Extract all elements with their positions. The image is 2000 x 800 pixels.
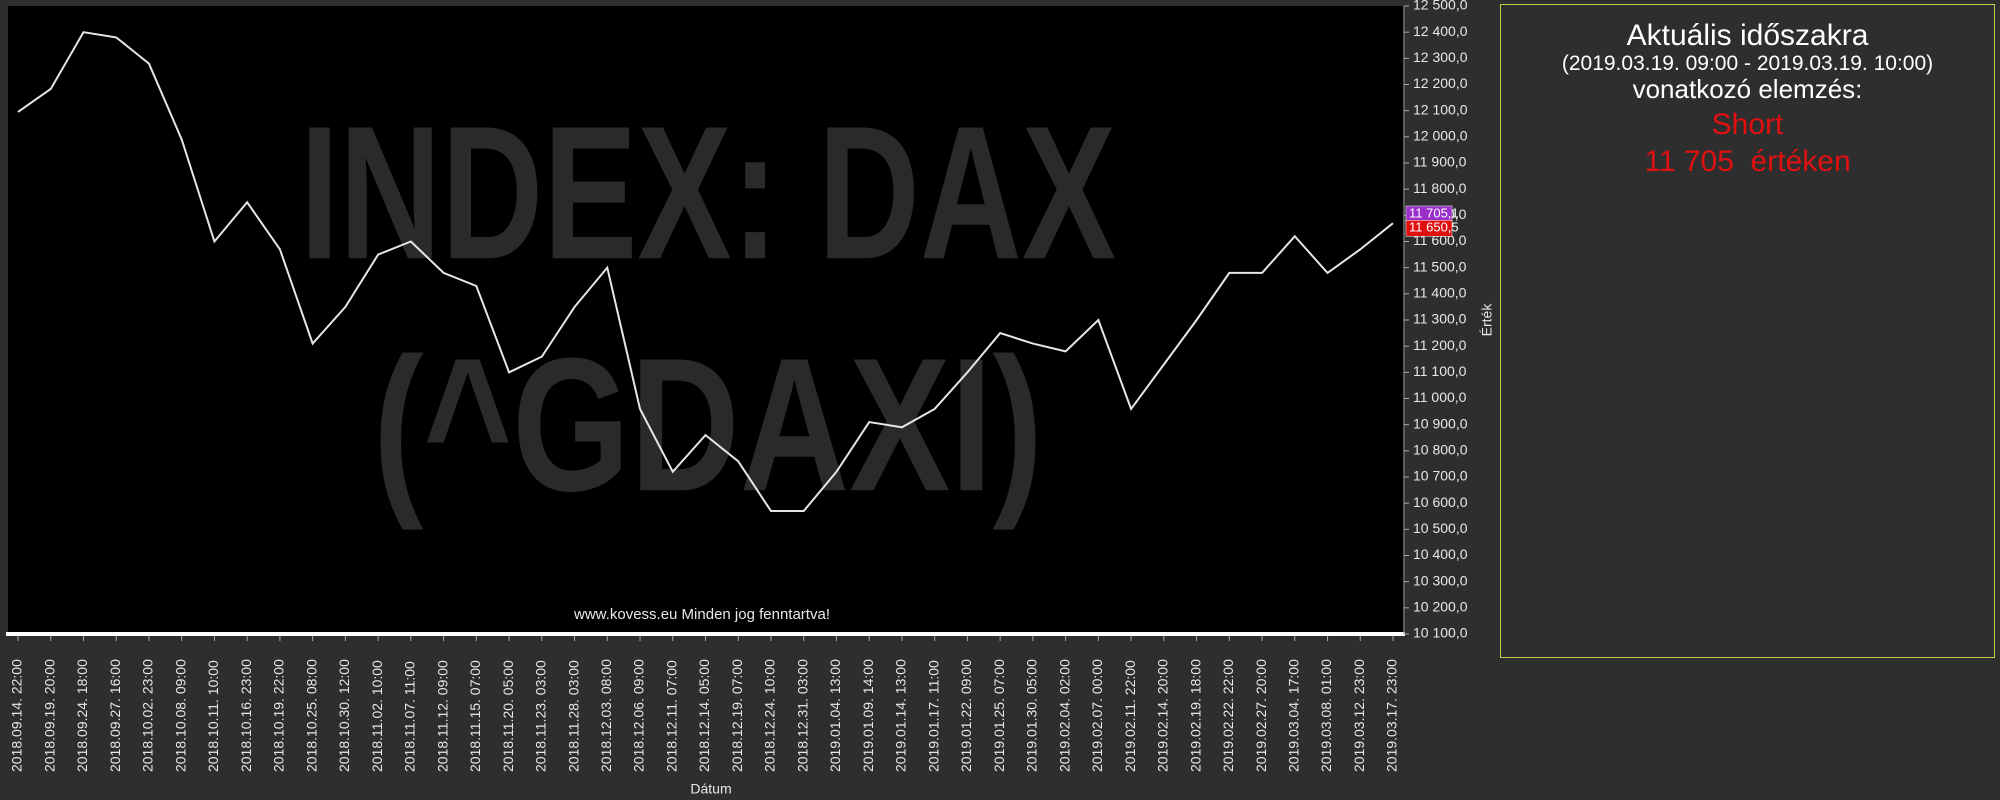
y-tick-label: 10 700,0 [1413, 468, 1468, 484]
panel-target: 11 705 értéken [1644, 144, 1851, 178]
x-tick-label: 2018.11.23. 03:00 [533, 660, 549, 772]
price-tag-label: 11 705,1 [1409, 205, 1459, 220]
y-tick-label: 12 300,0 [1413, 49, 1468, 65]
x-tick-label: 2018.11.15. 07:00 [467, 660, 483, 772]
x-tick-label: 2019.02.07. 00:00 [1089, 659, 1105, 772]
x-tick-label: 2019.01.25. 07:00 [991, 659, 1007, 772]
x-tick-label: 2018.09.14. 22:00 [9, 659, 25, 772]
x-tick-label: 2019.02.04. 02:00 [1056, 659, 1072, 772]
x-tick-label: 2019.03.17. 23:00 [1384, 659, 1400, 772]
x-tick-label: 2019.01.04. 13:00 [827, 659, 843, 772]
x-tick-label: 2019.02.22. 22:00 [1220, 659, 1236, 772]
watermark: (^GDAXI) [373, 319, 1043, 531]
x-tick-label: 2018.10.16. 23:00 [238, 659, 254, 772]
watermark: INDEX: DAX [300, 87, 1116, 299]
x-axis-title: Dátum [690, 781, 731, 797]
y-tick-label: 11 000,0 [1413, 389, 1467, 405]
y-tick-label: 10 300,0 [1413, 572, 1468, 588]
x-tick-label: 2019.03.08. 01:00 [1318, 659, 1334, 772]
y-tick-label: 10 100,0 [1413, 625, 1468, 641]
y-tick-label: 10 600,0 [1413, 494, 1468, 510]
y-tick-label: 11 900,0 [1413, 154, 1467, 170]
panel-title: Aktuális időszakra [1626, 19, 1869, 52]
y-tick-label: 10 400,0 [1413, 546, 1468, 562]
x-tick-label: 2018.12.06. 09:00 [631, 659, 647, 772]
y-tick-label: 12 100,0 [1413, 101, 1468, 117]
x-tick-label: 2018.11.28. 03:00 [565, 660, 581, 772]
x-tick-label: 2018.10.11. 10:00 [205, 660, 221, 772]
x-tick-label: 2018.10.02. 23:00 [140, 659, 156, 772]
x-tick-label: 2019.01.30. 05:00 [1024, 659, 1040, 772]
y-tick-label: 11 100,0 [1413, 363, 1467, 379]
y-tick-label: 12 200,0 [1413, 75, 1468, 91]
x-tick-label: 2018.10.08. 09:00 [172, 659, 188, 772]
x-tick-label: 2018.12.14. 05:00 [696, 659, 712, 772]
y-tick-label: 11 200,0 [1413, 337, 1467, 353]
x-tick-label: 2019.02.27. 20:00 [1253, 659, 1269, 772]
panel-period: (2019.03.19. 09:00 - 2019.03.19. 10:00) [1561, 52, 1934, 75]
y-axis-title: Érték [1479, 303, 1495, 337]
y-tick-label: 11 300,0 [1413, 311, 1467, 327]
plot-area [8, 6, 1403, 634]
x-tick-label: 2018.10.19. 22:00 [271, 659, 287, 772]
y-tick-label: 12 000,0 [1413, 128, 1468, 144]
x-tick-label: 2019.01.14. 13:00 [893, 659, 909, 772]
x-tick-label: 2018.12.19. 07:00 [729, 659, 745, 772]
x-tick-label: 2018.09.27. 16:00 [107, 659, 123, 772]
x-tick-label: 2019.02.19. 18:00 [1187, 659, 1203, 772]
x-tick-label: 2018.11.12. 09:00 [434, 660, 450, 772]
price-tag [1405, 220, 1453, 237]
x-tick-label: 2019.01.22. 09:00 [958, 659, 974, 772]
panel-signal: Short [1711, 107, 1784, 141]
x-tick-label: 2018.12.24. 10:00 [762, 659, 778, 772]
y-tick-label: 11 800,0 [1413, 180, 1467, 196]
x-tick-label: 2018.10.30. 12:00 [336, 659, 352, 772]
x-tick-label: 2019.02.14. 20:00 [1155, 659, 1171, 772]
x-tick-label: 2019.01.17. 11:00 [925, 660, 941, 772]
x-tick-label: 2019.02.11. 22:00 [1122, 660, 1138, 772]
x-tick-label: 2019.03.04. 17:00 [1285, 659, 1301, 772]
x-tick-label: 2018.12.31. 03:00 [794, 659, 810, 772]
x-tick-label: 2018.09.24. 18:00 [74, 659, 90, 772]
y-tick-label: 10 200,0 [1413, 599, 1468, 615]
y-tick-label: 11 400,0 [1413, 285, 1467, 301]
x-tick-label: 2018.11.20. 05:00 [500, 660, 516, 772]
x-tick-label: 2018.11.07. 11:00 [402, 661, 418, 772]
y-tick-label: 11 500,0 [1413, 258, 1467, 274]
price-tag-label: 11 650,5 [1409, 220, 1459, 235]
y-tick-label: 10 900,0 [1413, 415, 1468, 431]
x-tick-label: 2018.11.02. 10:00 [369, 660, 385, 772]
x-tick-label: 2019.01.09. 14:00 [860, 659, 876, 772]
x-tick-label: 2018.12.11. 07:00 [663, 660, 679, 772]
analysis-panel: Aktuális időszakra (2019.03.19. 09:00 - … [1500, 4, 1995, 658]
y-tick-label: 10 800,0 [1413, 442, 1468, 458]
price-line [17, 31, 1394, 513]
x-tick-label: 2018.10.25. 08:00 [303, 659, 319, 772]
x-tick-label: 2019.03.12. 23:00 [1351, 659, 1367, 772]
y-tick-label: 10 500,0 [1413, 520, 1468, 536]
credit: www.kovess.eu Minden jog fenntartva! [573, 606, 830, 623]
panel-subtitle: vonatkozó elemzés: [1632, 74, 1863, 105]
y-tick-label: 12 400,0 [1413, 23, 1468, 39]
x-tick-label: 2018.09.19. 20:00 [41, 659, 57, 772]
y-tick-label: 12 500,0 [1413, 0, 1468, 13]
x-tick-label: 2018.12.03. 08:00 [598, 659, 614, 772]
